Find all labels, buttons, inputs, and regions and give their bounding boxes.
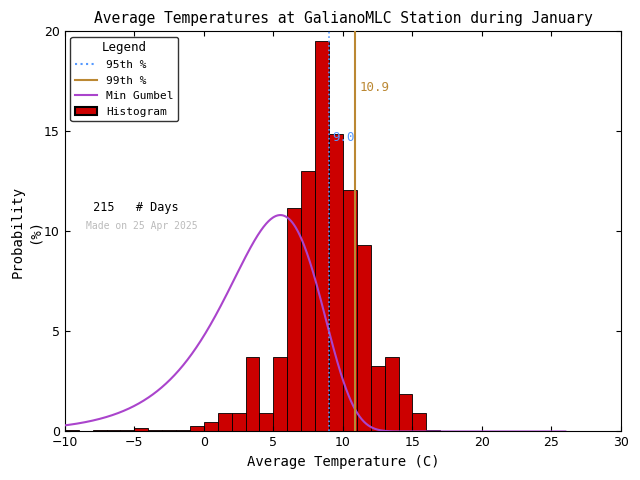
Bar [287, 208, 301, 432]
Bar [134, 428, 148, 432]
Text: Made on 25 Apr 2025: Made on 25 Apr 2025 [86, 221, 198, 231]
Text: 9.0: 9.0 [332, 132, 355, 144]
Bar [315, 41, 329, 432]
Title: Average Temperatures at GalianoMLC Station during January: Average Temperatures at GalianoMLC Stati… [93, 11, 592, 26]
Bar [218, 413, 232, 432]
Bar [176, 430, 190, 432]
Text: 215   # Days: 215 # Days [86, 202, 179, 215]
X-axis label: Average Temperature (C): Average Temperature (C) [246, 455, 439, 469]
Bar [371, 366, 385, 432]
Bar [273, 357, 287, 432]
Bar [259, 413, 273, 432]
Bar [162, 430, 176, 432]
Bar [65, 430, 79, 432]
Bar [385, 357, 399, 432]
Bar [93, 430, 106, 432]
Bar [106, 430, 120, 432]
Bar [190, 426, 204, 432]
Bar [120, 430, 134, 432]
Bar [148, 430, 162, 432]
Bar [329, 134, 343, 432]
Bar [412, 413, 426, 432]
Bar [204, 422, 218, 432]
Bar [232, 413, 246, 432]
Y-axis label: Probability
(%): Probability (%) [11, 185, 42, 277]
Bar [246, 357, 259, 432]
Bar [356, 245, 371, 432]
Bar [343, 190, 356, 432]
Text: 10.9: 10.9 [360, 82, 390, 95]
Bar [399, 394, 412, 432]
Legend: 95th %, 99th %, Min Gumbel, Histogram: 95th %, 99th %, Min Gumbel, Histogram [70, 37, 178, 121]
Bar [301, 171, 315, 432]
Bar [426, 430, 440, 432]
